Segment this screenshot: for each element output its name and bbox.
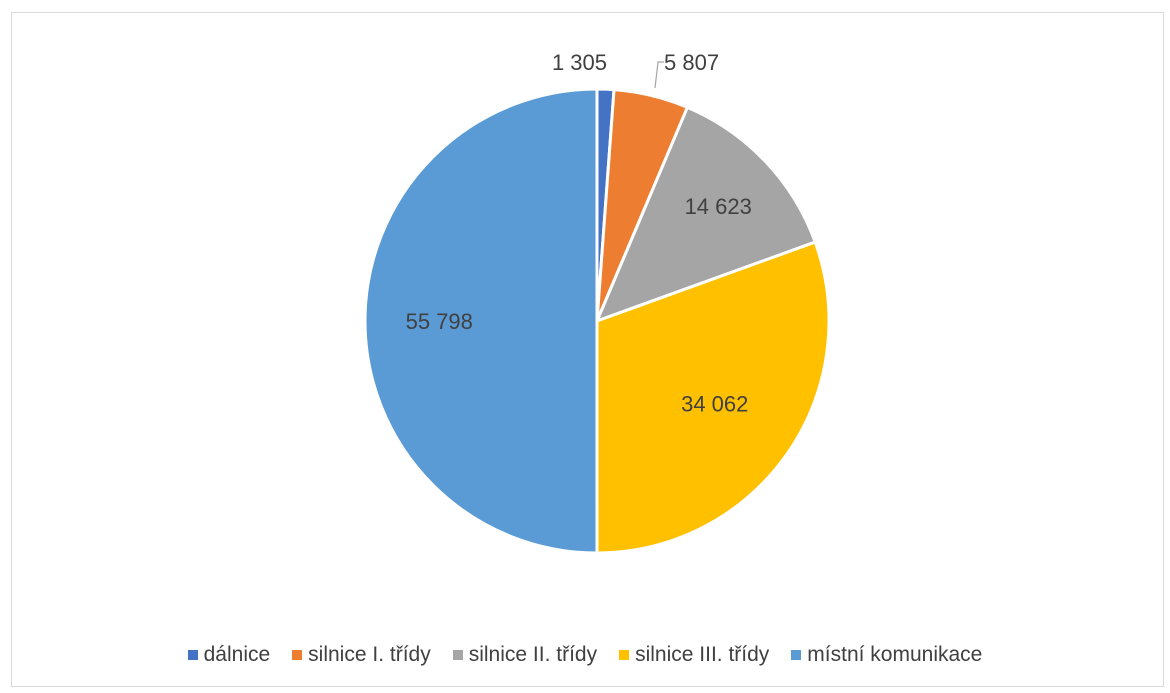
slice-silnice-2	[594, 105, 818, 324]
legend-label: silnice II. třídy	[468, 643, 598, 666]
data-label-dalnice: 1 305	[552, 50, 607, 75]
legend-label: silnice I. třídy	[308, 643, 431, 666]
legend-item-silnice-1: silnice I. třídy	[292, 643, 431, 667]
legend-swatch-icon	[452, 650, 463, 660]
legend-swatch-icon	[292, 650, 303, 660]
legend-item-silnice-2: silnice II. třídy	[452, 643, 598, 667]
legend-item-silnice-3: silnice III. třídy	[619, 643, 769, 667]
leader-line	[654, 61, 664, 89]
legend-label: místní komunikace	[807, 643, 983, 666]
legend-swatch-icon	[791, 650, 802, 660]
legend-label: silnice III. třídy	[635, 643, 770, 666]
legend-item-mistni-komunikace: místní komunikace	[791, 643, 982, 667]
slice-silnice-3	[595, 240, 831, 555]
legend-label: dálnice	[203, 643, 271, 666]
data-label-mistni-komunikace: 55 798	[406, 309, 473, 334]
data-label-silnice-2: 14 623	[685, 194, 752, 219]
pie-chart: 1 305 5 807 14 623 34 062 55 798	[363, 50, 831, 555]
chart-legend: dálnice silnice I. třídy silnice II. tří…	[0, 640, 1170, 670]
slice-mistni-komunikace	[363, 87, 599, 555]
legend-swatch-icon	[619, 650, 630, 660]
legend-swatch-icon	[187, 650, 198, 660]
data-label-silnice-3: 34 062	[681, 392, 748, 417]
data-label-silnice-1: 5 807	[664, 50, 719, 75]
legend-item-dalnice: dálnice	[187, 643, 271, 667]
